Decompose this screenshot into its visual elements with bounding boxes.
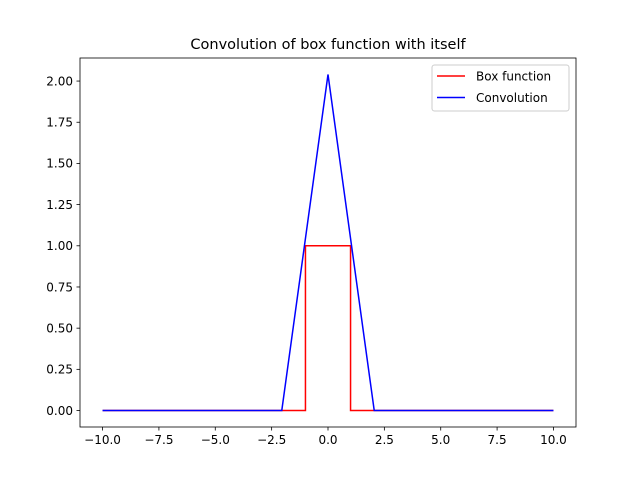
- y-tick-label: 0.25: [46, 363, 73, 377]
- legend-label: Convolution: [476, 91, 548, 105]
- chart-title: Convolution of box function with itself: [190, 37, 466, 53]
- series-line-box-function: [102, 245, 554, 412]
- y-tick-label: 1.75: [46, 116, 73, 130]
- legend: Box function Convolution: [431, 64, 570, 112]
- y-tick-label: 1.50: [46, 157, 73, 171]
- axes-layer: −10.0 −7.5 −5.0 −2.5 0.0 2.5 5.0 7.5 10.0 0.00 0.2…: [46, 57, 577, 447]
- series-line-convolution: [102, 74, 554, 412]
- series-layer: [102, 74, 554, 412]
- y-tick-label: 1.00: [46, 239, 73, 253]
- y-tick-label: 0.00: [46, 404, 73, 418]
- y-tick-label: 0.75: [46, 280, 73, 294]
- x-tick-label: −7.5: [144, 433, 173, 447]
- y-tick-label: 2.00: [46, 74, 73, 88]
- x-tick-label: −5.0: [201, 433, 230, 447]
- x-tick-label: 10.0: [540, 433, 567, 447]
- plot-frame: [79, 57, 577, 428]
- x-tick-label: 7.5: [488, 433, 507, 447]
- y-tick-label: 1.25: [46, 198, 73, 212]
- legend-box: [431, 64, 570, 112]
- x-tick-label: 0.0: [318, 433, 337, 447]
- x-tick-label: 2.5: [375, 433, 394, 447]
- x-tick-label: −2.5: [257, 433, 286, 447]
- x-tick-label: −10.0: [84, 433, 121, 447]
- y-tick-label: 0.50: [46, 321, 73, 335]
- legend-label: Box function: [476, 69, 551, 83]
- x-tick-label: 5.0: [431, 433, 450, 447]
